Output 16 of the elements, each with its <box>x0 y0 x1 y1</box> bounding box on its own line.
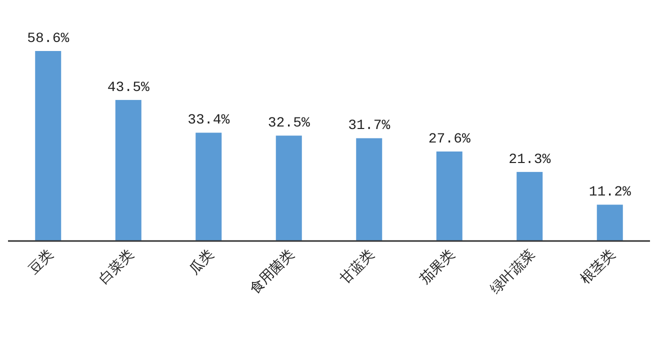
data-label: 31.7% <box>348 118 391 134</box>
x-tick-label: 瓜类 <box>186 246 218 278</box>
x-tick-label: 豆类 <box>26 246 57 278</box>
x-tick-label: 茄果类 <box>417 246 458 288</box>
data-label: 11.2% <box>588 184 632 201</box>
x-tick-label: 甘蓝类 <box>336 246 378 288</box>
data-label: 58.6% <box>27 31 70 47</box>
data-label: 43.5% <box>107 80 150 96</box>
data-label: 27.6% <box>428 132 471 148</box>
x-tick-label: 白菜类 <box>96 246 138 288</box>
data-label: 33.4% <box>188 112 230 129</box>
x-tick-label: 绿叶蔬菜 <box>488 246 538 298</box>
data-label: 32.5% <box>268 116 310 132</box>
data-label: 21.3% <box>508 152 552 168</box>
x-tick-label: 根茎类 <box>578 246 619 288</box>
x-tick-label: 食用菌类 <box>246 246 298 298</box>
